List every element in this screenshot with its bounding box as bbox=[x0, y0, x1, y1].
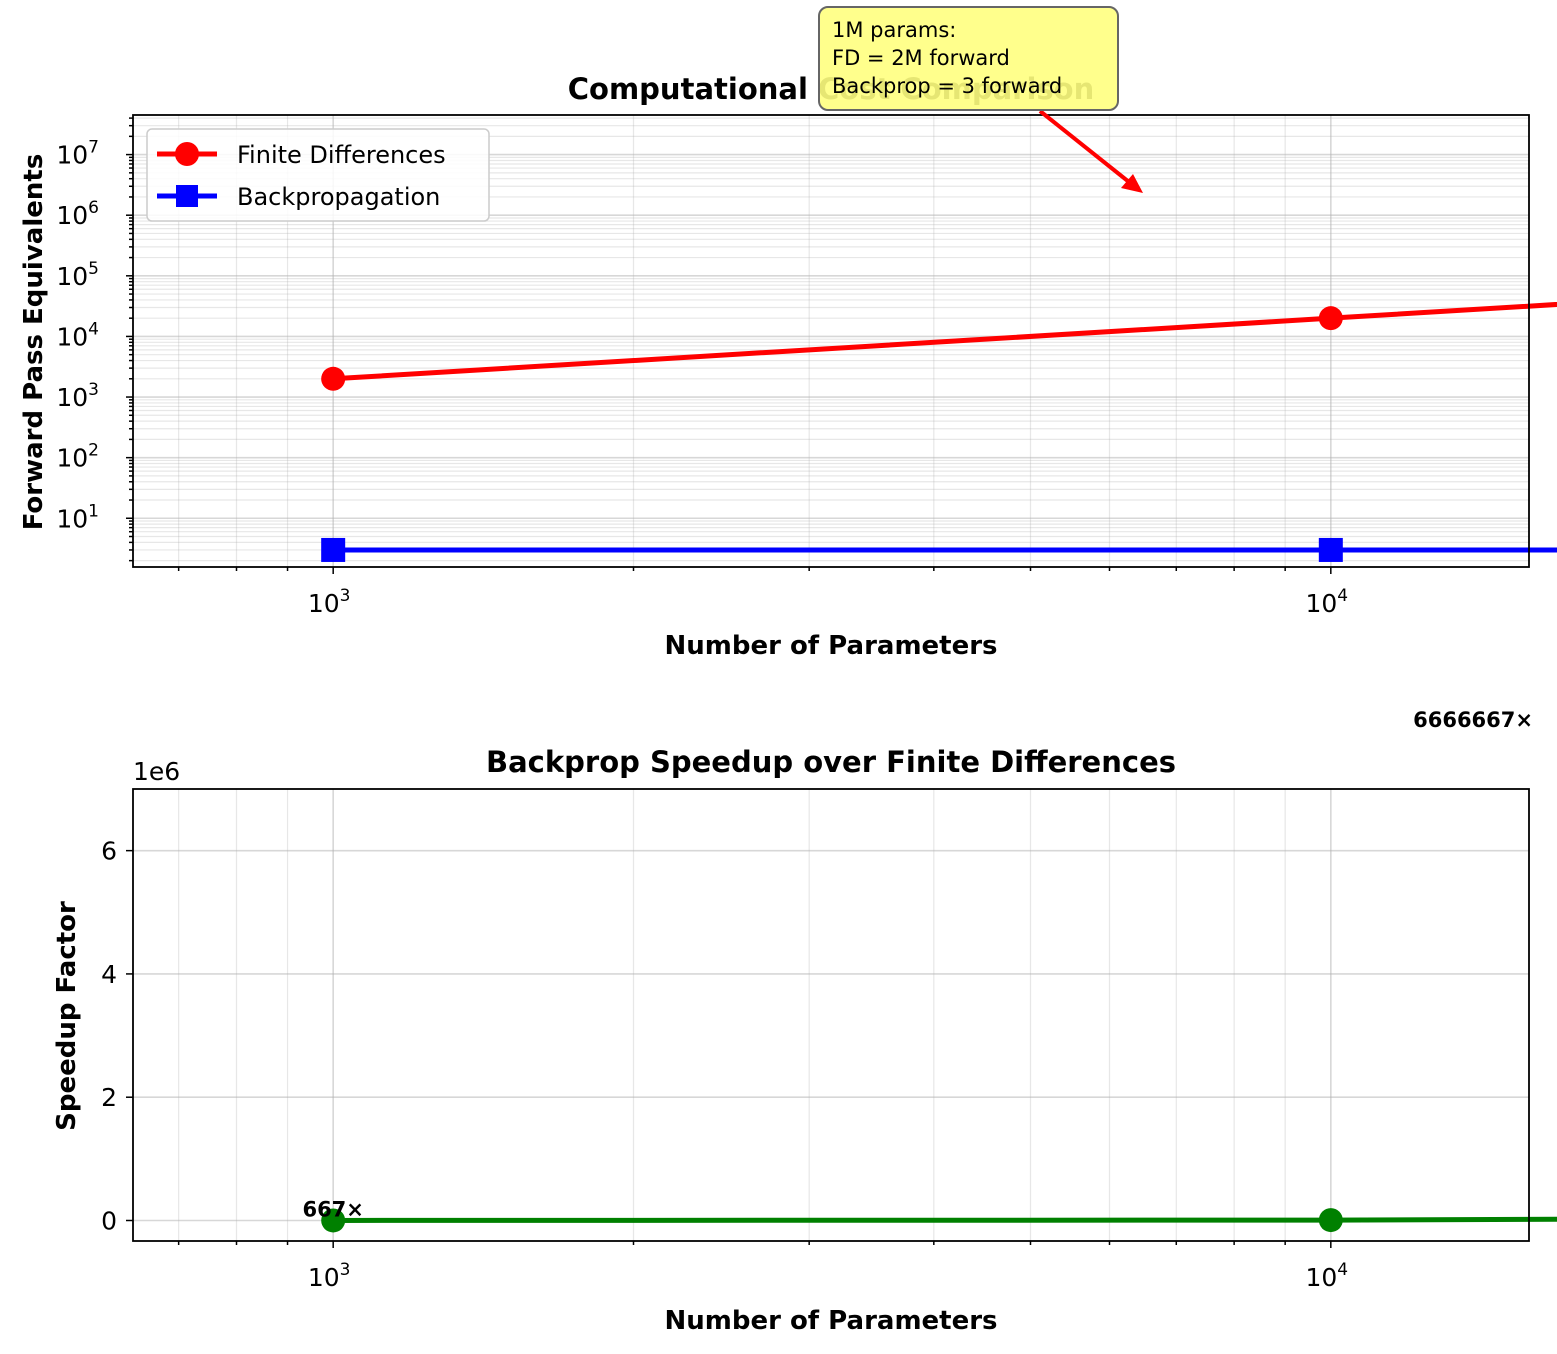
y-tick-label: 103 bbox=[56, 380, 99, 412]
y-tick-label: 107 bbox=[56, 138, 99, 170]
legend-marker-backpropagation bbox=[176, 185, 198, 207]
annotation-arrow-line bbox=[1038, 109, 1131, 184]
bottom-y-axis-label: Speedup Factor bbox=[52, 901, 82, 1131]
bottom-series bbox=[321, 1208, 1557, 1233]
annotation-box bbox=[818, 6, 1119, 111]
top-ticks: 103104105106107101102103104105106107 bbox=[56, 117, 1348, 618]
top-x-axis-label: Number of Parameters bbox=[664, 631, 997, 661]
top-y-axis-label: Forward Pass Equivalents bbox=[19, 154, 49, 531]
y-tick-label: 0 bbox=[101, 1206, 117, 1235]
y-tick-label: 101 bbox=[56, 501, 99, 533]
legend-label-finite-differences: Finite Differences bbox=[237, 141, 446, 169]
top-grid bbox=[133, 115, 1529, 567]
bottom-plot-frame bbox=[132, 788, 1530, 1242]
y-tick-label: 4 bbox=[101, 960, 117, 989]
annotation-line-1: 1M params: bbox=[832, 18, 956, 42]
y-tick-label: 104 bbox=[56, 319, 99, 351]
legend-marker-finite-differences bbox=[175, 142, 199, 166]
y-tick-label: 2 bbox=[101, 1083, 117, 1112]
bottom-chart-title: Backprop Speedup over Finite Differences bbox=[486, 745, 1176, 779]
bottom-grid bbox=[133, 789, 1529, 1241]
x-tick-label: 103 bbox=[308, 586, 351, 618]
annotation-line-2: FD = 2M forward bbox=[832, 46, 1010, 70]
bottom-y-offset-label: 1e6 bbox=[133, 757, 180, 786]
point-label: 6666667× bbox=[1413, 708, 1533, 732]
y-tick-label: 6 bbox=[101, 837, 117, 866]
annotation-arrowhead bbox=[1121, 174, 1143, 193]
y-tick-label: 102 bbox=[56, 441, 99, 473]
top-series bbox=[321, 301, 1557, 562]
legend-label-backpropagation: Backpropagation bbox=[237, 183, 440, 211]
series-line-0 bbox=[333, 1216, 1557, 1223]
y-tick-label: 105 bbox=[56, 259, 99, 291]
series-line-0 bbox=[333, 301, 1557, 382]
bottom-ticks: 1031041051061070246 bbox=[101, 837, 1348, 1292]
data-point-square bbox=[321, 537, 346, 562]
annotation: 1M params: FD = 2M forward Backprop = 3 … bbox=[818, 6, 1143, 193]
point-label: 667× bbox=[302, 1197, 363, 1221]
data-point-circle bbox=[321, 1208, 346, 1233]
x-tick-label: 104 bbox=[1305, 1260, 1348, 1292]
y-tick-label: 106 bbox=[56, 198, 99, 230]
data-point-circle bbox=[321, 366, 346, 391]
data-point-circle bbox=[1318, 306, 1343, 331]
data-point-square bbox=[1318, 537, 1343, 562]
bottom-point-labels: 667×66667×6666667× bbox=[302, 708, 1533, 1221]
top-legend: Finite Differences Backpropagation bbox=[146, 128, 490, 222]
top-plot-frame bbox=[132, 114, 1530, 568]
bottom-x-axis-label: Number of Parameters bbox=[664, 1306, 997, 1336]
legend-frame bbox=[146, 128, 490, 222]
x-tick-label: 103 bbox=[308, 1260, 351, 1292]
x-tick-label: 104 bbox=[1305, 586, 1348, 618]
annotation-line-3: Backprop = 3 forward bbox=[832, 74, 1062, 98]
data-point-circle bbox=[1318, 1208, 1343, 1233]
